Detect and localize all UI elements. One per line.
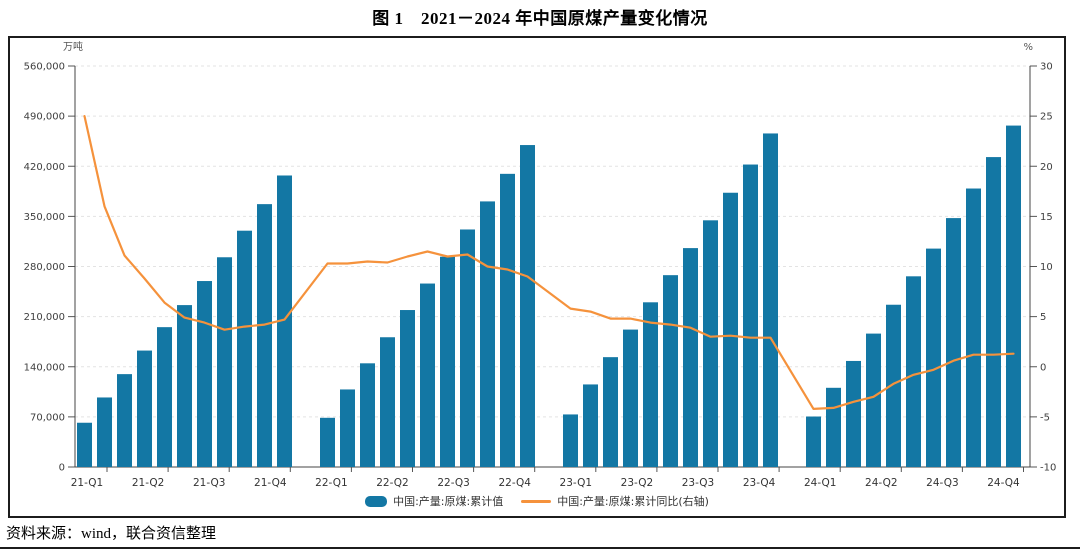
svg-text:0: 0 xyxy=(1040,362,1046,373)
svg-text:22-Q3: 22-Q3 xyxy=(437,477,469,489)
svg-text:23-Q2: 23-Q2 xyxy=(621,477,653,489)
svg-text:23-Q3: 23-Q3 xyxy=(682,477,714,489)
chart-legend: 中国:产量:原煤:累计值 中国:产量:原煤:累计同比(右轴) xyxy=(10,493,1064,509)
bar-series-swatch-icon xyxy=(365,495,388,507)
svg-text:22-Q4: 22-Q4 xyxy=(498,477,531,489)
svg-text:280,000: 280,000 xyxy=(24,262,65,273)
svg-text:0: 0 xyxy=(59,463,65,474)
svg-text:350,000: 350,000 xyxy=(24,212,65,223)
figure-title: 图 1 2021－2024 年中国原煤产量变化情况 xyxy=(372,9,708,28)
svg-text:%: % xyxy=(1023,42,1033,53)
svg-text:21-Q1: 21-Q1 xyxy=(71,477,103,489)
source-note: 资料来源：wind，联合资信整理 xyxy=(6,526,217,542)
svg-text:420,000: 420,000 xyxy=(24,162,65,173)
svg-text:24-Q3: 24-Q3 xyxy=(926,477,958,489)
legend-item-line: 中国:产量:原煤:累计同比(右轴) xyxy=(521,493,709,509)
svg-text:-10: -10 xyxy=(1040,463,1056,474)
svg-text:24-Q4: 24-Q4 xyxy=(987,477,1020,489)
bar-series-label: 中国:产量:原煤:累计值 xyxy=(393,495,504,508)
svg-text:23-Q1: 23-Q1 xyxy=(560,477,592,489)
svg-text:24-Q1: 24-Q1 xyxy=(804,477,836,489)
svg-text:15: 15 xyxy=(1040,212,1053,223)
svg-text:21-Q3: 21-Q3 xyxy=(193,477,225,489)
svg-text:5: 5 xyxy=(1040,312,1046,323)
svg-text:23-Q4: 23-Q4 xyxy=(743,477,776,489)
svg-text:560,000: 560,000 xyxy=(24,62,65,73)
svg-text:25: 25 xyxy=(1040,112,1053,123)
svg-text:21-Q4: 21-Q4 xyxy=(254,477,287,489)
svg-text:22-Q2: 22-Q2 xyxy=(376,477,408,489)
svg-text:490,000: 490,000 xyxy=(24,112,65,123)
legend-item-bar: 中国:产量:原煤:累计值 xyxy=(365,493,503,509)
svg-text:10: 10 xyxy=(1040,262,1053,273)
svg-text:30: 30 xyxy=(1040,62,1053,73)
bottom-divider xyxy=(0,547,1080,549)
svg-text:22-Q1: 22-Q1 xyxy=(315,477,347,489)
chart-panel: 0 70,000 140,000 210,000 280,000 350,000 420,0… xyxy=(8,36,1066,518)
line-series-label: 中国:产量:原煤:累计同比(右轴) xyxy=(557,495,709,508)
svg-text:70,000: 70,000 xyxy=(30,412,65,423)
line-series-swatch-icon xyxy=(521,499,552,503)
svg-text:24-Q2: 24-Q2 xyxy=(865,477,897,489)
svg-text:210,000: 210,000 xyxy=(24,312,65,323)
svg-text:20: 20 xyxy=(1040,162,1053,173)
svg-text:140,000: 140,000 xyxy=(24,362,65,373)
svg-text:万吨: 万吨 xyxy=(63,40,83,53)
combo-chart-canvas: 0 70,000 140,000 210,000 280,000 350,000 420,0… xyxy=(24,40,1057,489)
svg-text:-5: -5 xyxy=(1040,412,1050,423)
svg-text:21-Q2: 21-Q2 xyxy=(132,477,164,489)
